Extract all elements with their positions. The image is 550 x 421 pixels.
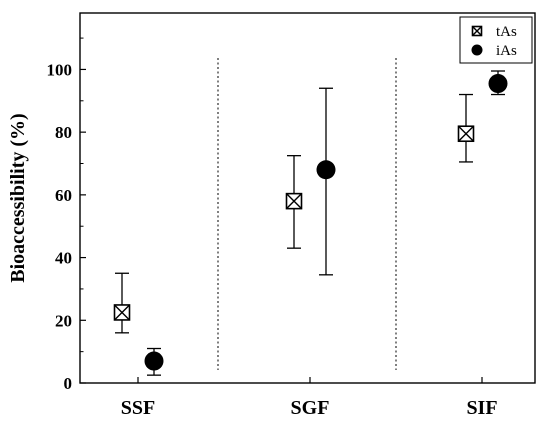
y-axis: 0 20 40 60 80 100 <box>47 37 86 393</box>
point-tas-sif <box>457 125 475 143</box>
marker-cross-b <box>458 125 474 142</box>
data-marks <box>113 70 508 376</box>
category-label-sgf: SGF <box>291 397 330 419</box>
marker-cross-b <box>472 26 482 36</box>
x-axis: SSF SGF SIF <box>121 377 498 419</box>
point-tas-ssf <box>113 304 131 321</box>
legend-box <box>459 16 533 64</box>
marker-cross-b <box>114 304 130 321</box>
y-tick-label: 60 <box>55 186 72 205</box>
point-ias-sif <box>488 74 508 94</box>
y-tick-label: 80 <box>55 123 72 142</box>
point-ias-sgf <box>316 160 336 180</box>
legend-marker-tas <box>471 25 483 37</box>
marker-cross-b <box>286 193 302 210</box>
point-tas-sgf <box>285 192 303 210</box>
category-separators <box>217 58 397 370</box>
category-label-sif: SIF <box>466 397 497 419</box>
legend-label-tas: tAs <box>496 24 517 40</box>
plot-frame <box>79 12 536 384</box>
legend: tAs iAs <box>459 16 533 64</box>
y-axis-title: Bioaccessibility (%) <box>7 113 29 282</box>
point-ias-ssf <box>144 351 164 371</box>
legend-label-ias: iAs <box>496 43 517 59</box>
y-tick-label: 100 <box>47 60 73 79</box>
legend-marker-ias <box>471 44 483 56</box>
y-tick-label: 20 <box>55 311 72 330</box>
category-label-ssf: SSF <box>121 397 155 419</box>
y-tick-label: 0 <box>64 374 73 393</box>
y-tick-label: 40 <box>55 249 72 268</box>
